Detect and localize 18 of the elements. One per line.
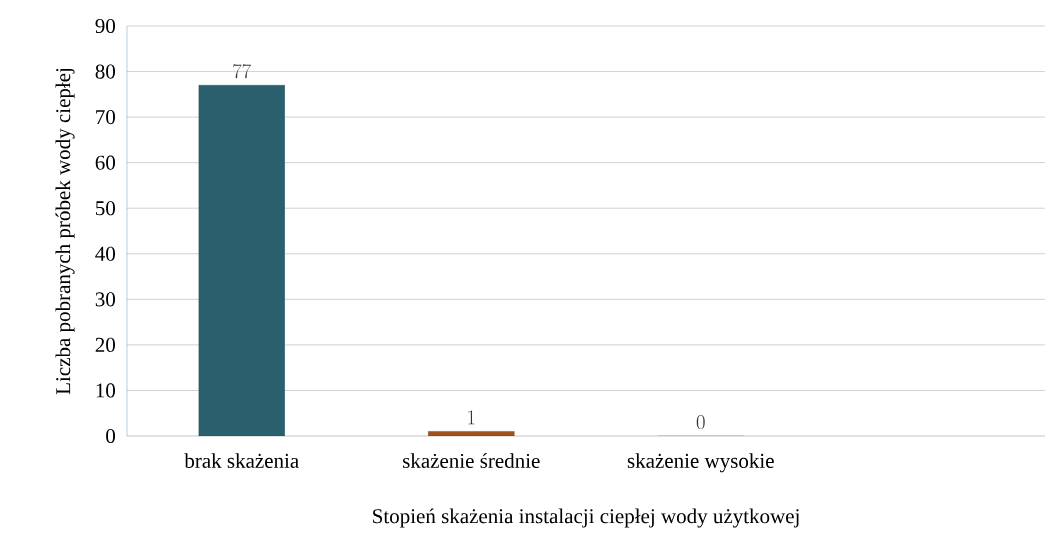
y-tick-label: 20 [95,337,116,352]
y-tick-label: 80 [95,64,116,79]
x-tick-label: brak skażenia [184,453,299,468]
y-tick-label: 10 [96,383,116,398]
y-tick-label: 60 [95,155,116,170]
y-tick-label: 30 [95,292,116,307]
data-label: 0 [696,415,705,430]
data-label: 77 [233,63,252,79]
x-tick-label: skażenie średnie [403,453,540,468]
y-tick-label: 40 [95,246,116,261]
y-tick-label: 50 [96,201,116,216]
data-label: 1 [468,410,475,425]
x-tick-label: skażenie wysokie [627,453,774,473]
y-tick-label: 90 [95,18,116,34]
y-tick-label: 70 [96,110,116,125]
y-axis-title: Liczba pobranych próbek wody ciepłej [55,68,75,395]
x-axis-title: Stopień skażenia instalacji ciepłej wody użytkowej [373,508,799,528]
y-tick-label: 0 [106,428,116,444]
